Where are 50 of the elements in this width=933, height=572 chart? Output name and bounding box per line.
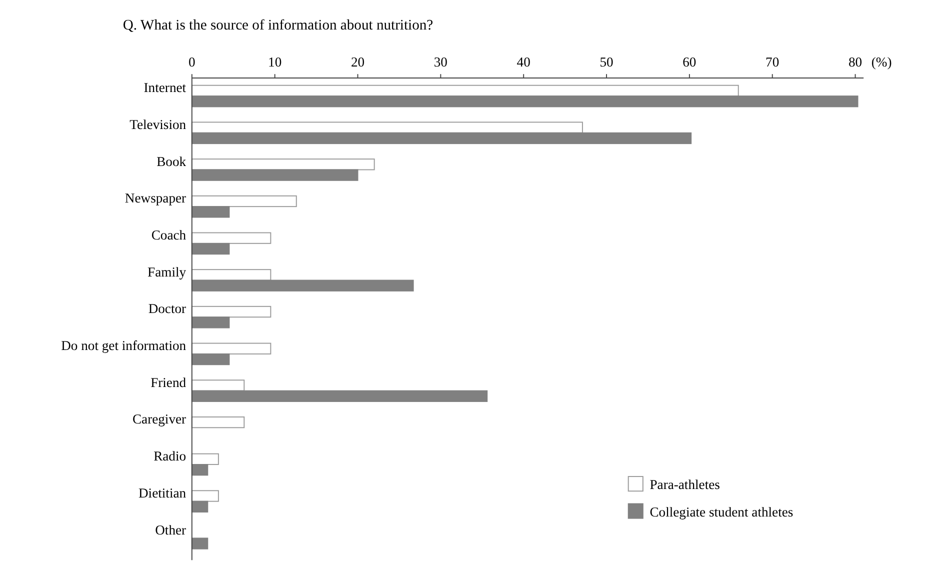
bar: [191, 390, 488, 402]
y-tick-label: Caregiver: [132, 412, 187, 427]
x-tick-label: 80: [848, 54, 862, 70]
bar: [191, 500, 208, 512]
bar: [191, 464, 208, 476]
x-tick-label: 50: [600, 54, 614, 70]
y-tick-label: Family: [148, 264, 186, 280]
y-tick-label: Television: [130, 116, 186, 132]
bar: [191, 195, 297, 208]
x-tick-label: 20: [350, 54, 365, 70]
bar: [191, 380, 245, 392]
y-tick-label: Coach: [151, 228, 186, 243]
bar: [191, 353, 230, 366]
bar: [191, 342, 272, 354]
bar: [191, 490, 219, 502]
x-tick-label: 40: [516, 54, 531, 70]
bar: [191, 206, 230, 218]
bar: [191, 84, 739, 97]
x-axis-title: (%): [871, 54, 892, 70]
y-tick-label: Book: [156, 154, 186, 169]
bar: [191, 416, 245, 428]
y-tick-label: Dietitian: [138, 485, 186, 500]
y-tick-label: Radio: [154, 448, 186, 464]
y-tick-label: Friend: [150, 374, 186, 390]
x-tick-label: 30: [434, 54, 448, 70]
bar: [191, 96, 858, 108]
bar: [191, 306, 272, 318]
y-tick-label: Do not get information: [61, 338, 186, 354]
bar: [191, 232, 272, 244]
y-tick-label: Other: [155, 522, 187, 538]
x-tick-label: 0: [188, 54, 196, 70]
x-tick-label: 60: [682, 54, 696, 70]
y-tick-label: Internet: [144, 80, 186, 96]
legend-label: Para-athletes: [650, 477, 720, 492]
x-tick-label: 70: [766, 54, 780, 70]
bar: [191, 453, 219, 465]
bar: [191, 132, 692, 144]
bar: [191, 158, 375, 170]
bar: [191, 169, 358, 181]
x-tick-label: 10: [268, 54, 282, 70]
bar: [191, 242, 230, 255]
bar: [191, 538, 208, 550]
y-tick-label: Doctor: [148, 301, 187, 316]
y-tick-label: Newspaper: [124, 190, 187, 206]
chart-title: Q. What is the source of information about nutrition?: [122, 17, 434, 34]
bar: [191, 122, 583, 134]
bar: [191, 269, 272, 281]
legend-label: Collegiate student athletes: [650, 504, 794, 520]
bar: [191, 280, 414, 292]
bar: [191, 316, 230, 328]
